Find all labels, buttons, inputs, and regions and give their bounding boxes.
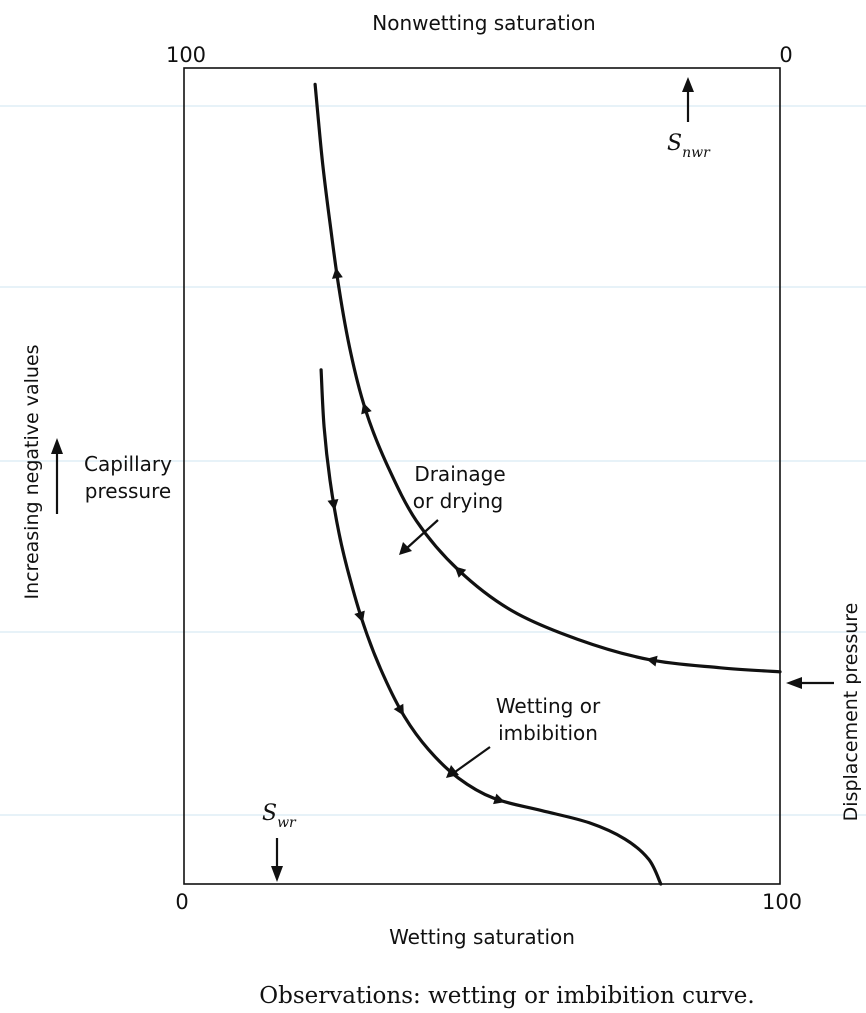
plot-frame [183,67,781,885]
swr-arrow-head [271,866,283,882]
top-axis-label: Nonwetting saturation [372,11,596,35]
snwr-arrow-head [682,77,694,92]
drainage-direction-arrow-1 [454,566,467,578]
wetting-direction-arrow-3 [493,793,506,805]
left-axis-label-line2: pressure [85,479,171,503]
swr-main: S [262,801,277,826]
drainage-pointer-line [406,519,439,549]
drainage-curve [313,82,782,674]
drainage-direction-arrow-0 [646,655,658,667]
drainage-direction-arrow-3 [332,267,343,279]
right-axis-label: Displacement pressure [840,603,862,822]
drainage-label-line2: or drying [413,489,504,513]
left-axis-rotated-label: Increasing negative values [21,344,43,599]
series-layer [313,82,782,886]
snwr-main: S [667,131,682,156]
snwr-sub: nwr [682,145,711,161]
swr-label: Swr [262,801,297,831]
wetting-direction-arrow-2 [393,703,404,716]
top-tick-right: 0 [779,43,792,67]
displacement-arrow-head [786,677,802,689]
bottom-tick-left: 0 [175,890,188,914]
swr-sub: wr [277,815,297,831]
wetting-direction-arrow-0 [327,499,339,511]
bottom-tick-right: 100 [762,890,802,914]
wetting-label-line2: imbibition [498,721,598,745]
wetting-curve [319,368,663,886]
wetting-pointer-line [454,746,491,773]
snwr-label: Snwr [667,131,711,161]
drainage-label-line1: Drainage [414,462,505,486]
drainage-direction-arrow-2 [361,402,372,415]
bottom-axis-label: Wetting saturation [389,925,575,949]
figure-caption: Observations: wetting or imbibition curv… [259,983,754,1009]
top-tick-left: 100 [166,43,206,67]
wetting-label-line1: Wetting or [496,694,601,718]
wetting-direction-arrow-1 [354,610,365,623]
drainage-pointer-head [399,542,412,555]
left-axis-label-line1: Capillary [84,452,172,476]
capillary-up-arrow-head [51,438,63,454]
